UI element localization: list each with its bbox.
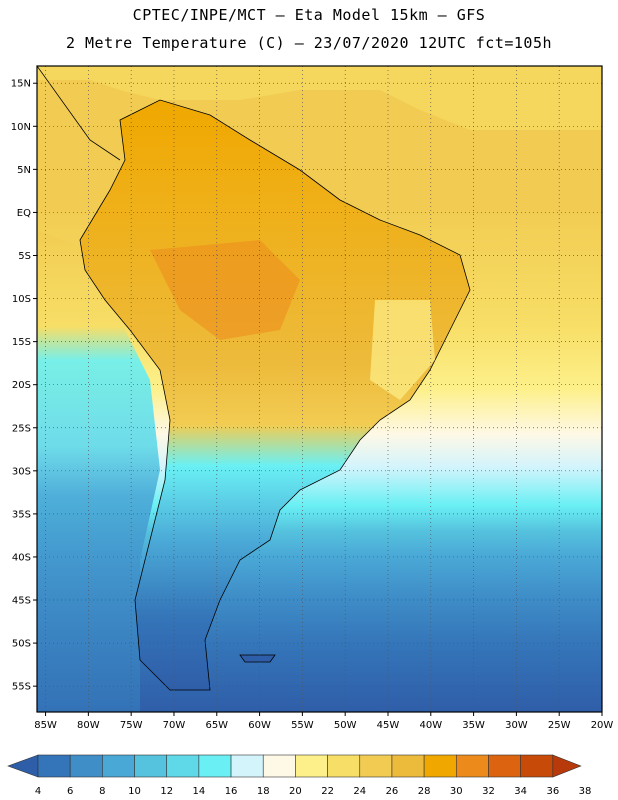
- latitude-labels: 15N 10N 5N EQ 5S 10S 15S 20S 25S 30S 35S 40S 45S 50S 5…: [11, 79, 31, 693]
- lat-label: EQ: [17, 208, 31, 219]
- colorbar-tick: 36: [546, 786, 559, 797]
- colorbar-tick: 4: [35, 786, 41, 797]
- colorbar-box: [262, 754, 296, 778]
- colorbar-tick: 14: [193, 786, 206, 797]
- colorbar-box: [102, 754, 135, 778]
- colorbar-box: [423, 754, 457, 778]
- lat-label: 10N: [11, 122, 31, 133]
- lat-label: 35S: [12, 509, 31, 520]
- amazon-hot-zone: [150, 240, 300, 340]
- lon-label: 30W: [505, 720, 528, 731]
- lat-label: 5N: [17, 165, 31, 176]
- lat-lon-grid: [33, 66, 603, 716]
- colorbar-tick: 38: [579, 786, 592, 797]
- colorbar-box: [134, 754, 168, 778]
- colorbar-box: [359, 754, 393, 778]
- colorbar-box: [455, 754, 489, 778]
- colorbar-box: [295, 754, 328, 778]
- colorbar-box: [230, 754, 264, 778]
- lon-label: 25W: [548, 720, 571, 731]
- longitude-labels: 85W 80W 75W 70W 65W 60W 55W 50W 45W 40W 35W 30W 25W 2…: [34, 720, 613, 731]
- lat-label: 40S: [12, 552, 31, 563]
- pacific-ocean-field: [37, 230, 160, 712]
- colorbar-tick: 8: [99, 786, 105, 797]
- lon-label: 60W: [248, 720, 271, 731]
- colorbar-box: [488, 754, 521, 778]
- colorbar-tick: 10: [128, 786, 141, 797]
- lon-label: 20W: [591, 720, 614, 731]
- colorbar-box: [166, 754, 200, 778]
- colorbar-box: [69, 754, 103, 778]
- lon-label: 65W: [205, 720, 228, 731]
- lon-label: 55W: [291, 720, 314, 731]
- lat-label: 45S: [12, 596, 31, 607]
- lon-label: 35W: [462, 720, 485, 731]
- map-subtitle: 2 Metre Temperature (C) – 23/07/2020 12U…: [65, 34, 553, 52]
- map-frame: [36, 65, 603, 713]
- lat-label: 10S: [12, 294, 31, 305]
- lat-label: 30S: [12, 466, 31, 477]
- colorbar-box: [520, 754, 554, 778]
- colorbar-tick: 18: [257, 786, 270, 797]
- colorbar-tick: 6: [67, 786, 73, 797]
- central-america-coast: [37, 66, 121, 161]
- brazil-plateau-zone: [370, 300, 435, 400]
- colorbar-tick-labels: 4 6 8 10 12 14 16 18 20 22 24 26 28 30 32 34 36 38: [35, 786, 592, 797]
- colorbar-tick: 30: [450, 786, 463, 797]
- colorbar-box: [391, 754, 425, 778]
- caribbean-field: [37, 66, 602, 130]
- lat-label: 55S: [12, 682, 31, 693]
- lat-label: 50S: [12, 639, 31, 650]
- lon-label: 70W: [163, 720, 186, 731]
- colorbar-low-arrow: [7, 754, 39, 778]
- lat-label: 5S: [18, 251, 31, 262]
- colorbar-tick: 32: [482, 786, 495, 797]
- colorbar-tick: 16: [225, 786, 238, 797]
- lon-label: 40W: [419, 720, 442, 731]
- colorbar-box: [37, 754, 71, 778]
- colorbar-tick: 12: [160, 786, 173, 797]
- lon-label: 50W: [334, 720, 357, 731]
- lon-label: 45W: [377, 720, 400, 731]
- colorbar-high-arrow: [552, 754, 582, 778]
- colorbar-tick: 24: [353, 786, 366, 797]
- colorbar-box: [198, 754, 232, 778]
- lat-label: 15S: [12, 337, 31, 348]
- lat-label: 25S: [12, 423, 31, 434]
- temperature-colorbar: [7, 754, 582, 778]
- colorbar-tick: 26: [386, 786, 399, 797]
- lon-label: 75W: [120, 720, 143, 731]
- colorbar-tick: 22: [321, 786, 334, 797]
- falkland-islands: [239, 654, 276, 663]
- lon-label: 85W: [34, 720, 57, 731]
- lat-label: 15N: [11, 79, 31, 90]
- colorbar-tick: 28: [418, 786, 431, 797]
- colorbar-box: [327, 754, 361, 778]
- colorbar-tick: 20: [289, 786, 302, 797]
- lat-label: 20S: [12, 380, 31, 391]
- colorbar-tick: 34: [514, 786, 527, 797]
- map-title: CPTEC/INPE/MCT – Eta Model 15km – GFS: [132, 6, 486, 24]
- lon-label: 80W: [77, 720, 100, 731]
